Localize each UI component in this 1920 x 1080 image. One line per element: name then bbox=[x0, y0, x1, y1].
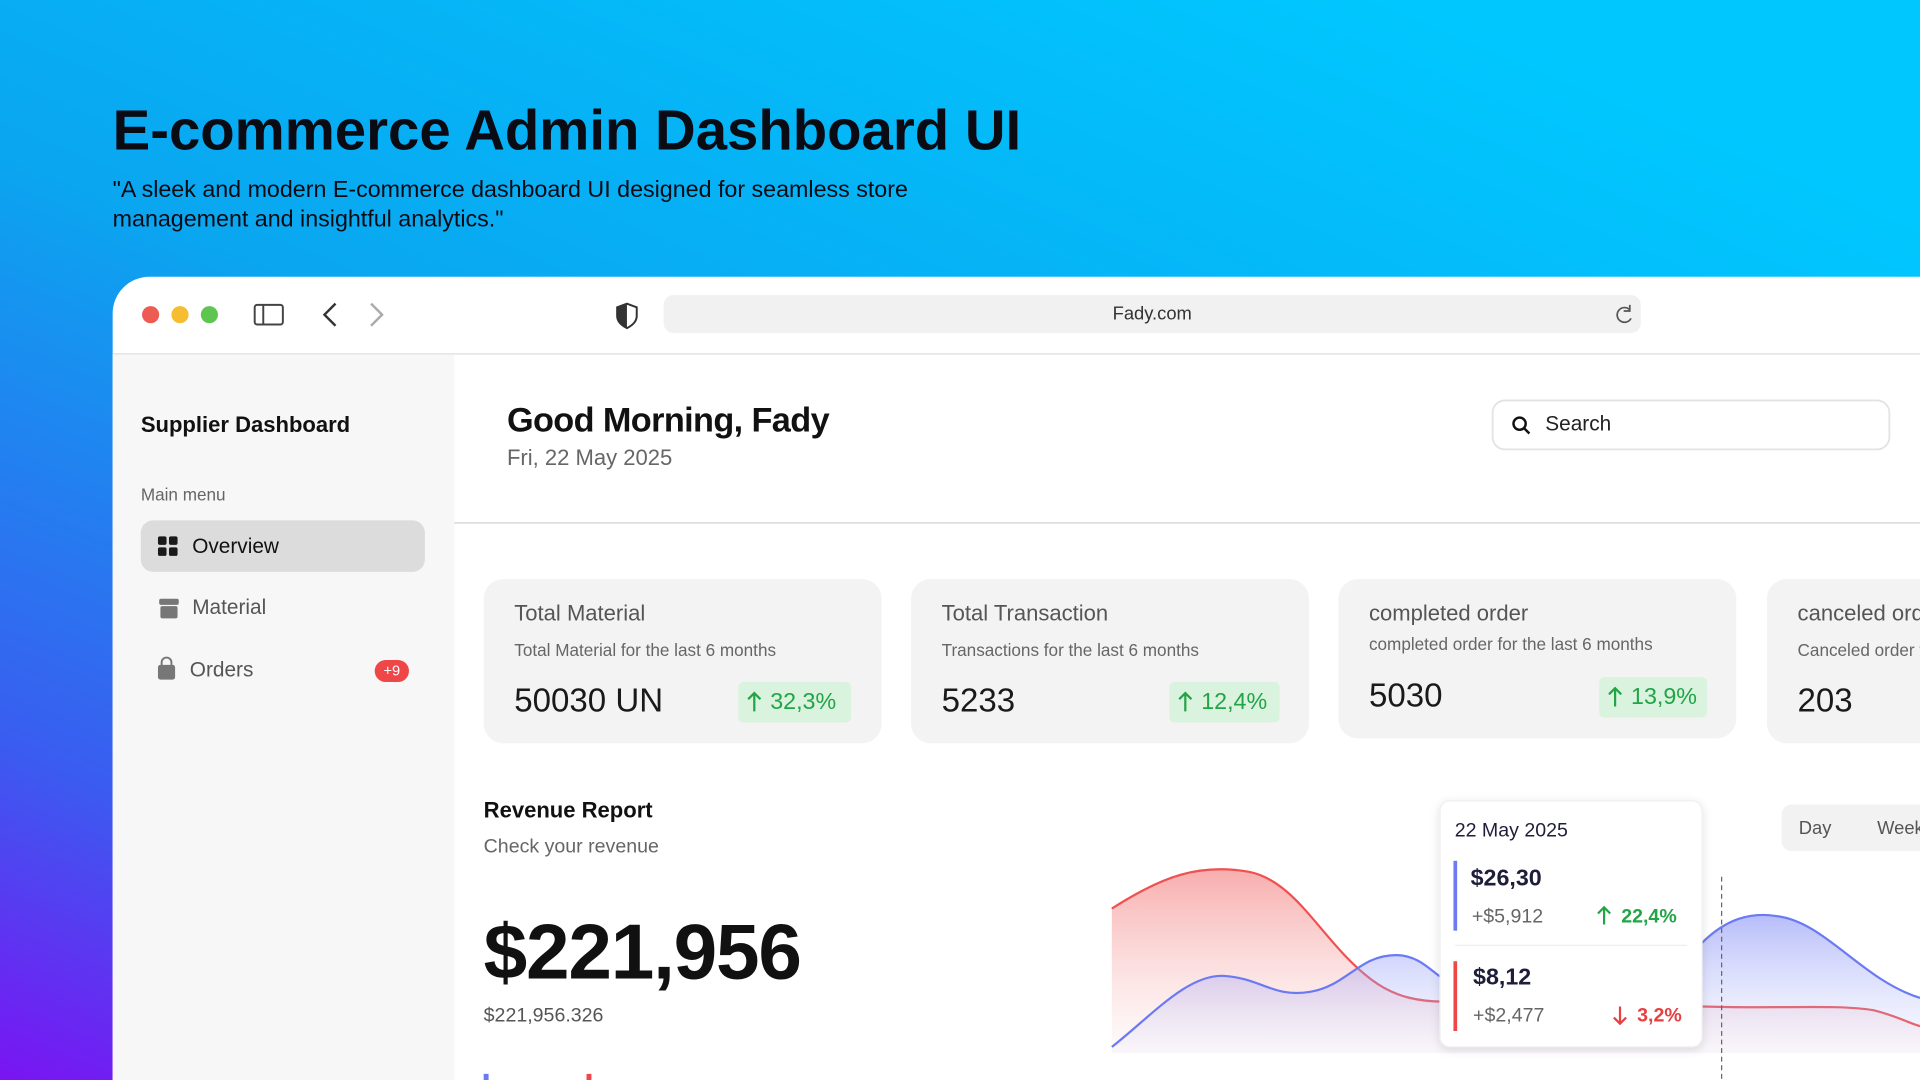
revenue-total: $221,956 bbox=[484, 907, 801, 995]
up-arrow bbox=[1597, 905, 1611, 925]
stat-cards: Total Material Total Material for the las… bbox=[483, 579, 1920, 744]
revenue-subtitle: Check your revenue bbox=[484, 836, 659, 858]
page-subtitle: management and insightful analytics." bbox=[113, 206, 504, 232]
menu-item-label[interactable]: Overview bbox=[192, 535, 280, 558]
menu-item-label[interactable]: Orders bbox=[190, 659, 254, 682]
down-arrow bbox=[1613, 1006, 1627, 1026]
card-value: 5030 bbox=[1369, 678, 1443, 715]
card-subtitle: Total Material for the last 6 months bbox=[514, 640, 776, 660]
card-subtitle: Canceled order for the last 6 months bbox=[1798, 640, 1920, 660]
card-value: 203 bbox=[1798, 683, 1853, 720]
search-icon bbox=[1512, 416, 1531, 435]
tooltip-value: $26,30 bbox=[1471, 864, 1542, 890]
greeting: Good Morning, Fady bbox=[507, 402, 830, 440]
blue-line bbox=[1111, 913, 1920, 1048]
minimize-button[interactable] bbox=[171, 306, 189, 324]
orders-badge bbox=[374, 660, 409, 683]
maximize-button[interactable] bbox=[200, 306, 218, 324]
menu-item-label[interactable]: Material bbox=[192, 596, 266, 619]
orders-badge-text: +9 bbox=[383, 664, 400, 680]
material-icon bbox=[159, 598, 179, 619]
tooltip-change: 3,2% bbox=[1637, 1004, 1682, 1026]
close-button[interactable] bbox=[142, 306, 160, 324]
overview-icon bbox=[157, 536, 178, 556]
menu-section: Main menu bbox=[141, 484, 226, 504]
sidebar-title: Supplier Dashboard bbox=[141, 412, 350, 437]
card-subtitle: Transactions for the last 6 months bbox=[942, 640, 1199, 660]
change-text: 32,3% bbox=[770, 688, 836, 714]
url-text: Fady.com bbox=[1113, 303, 1192, 324]
tooltip-date: 22 May 2025 bbox=[1455, 820, 1568, 842]
stat-card[interactable] bbox=[1766, 579, 1920, 744]
shield-icon bbox=[616, 302, 638, 330]
period-tab[interactable]: Week bbox=[1877, 817, 1920, 838]
change-text: 13,9% bbox=[1631, 683, 1697, 709]
sidebar-toggle[interactable] bbox=[253, 303, 284, 326]
url-bar[interactable] bbox=[663, 295, 1641, 334]
revenue-title: Revenue Report bbox=[484, 798, 654, 823]
tooltip-value: $8,12 bbox=[1473, 964, 1531, 990]
card-subtitle: completed order for the last 6 months bbox=[1369, 634, 1653, 654]
page-subtitle: "A sleek and modern E-commerce dashboard… bbox=[113, 176, 908, 202]
tooltip bbox=[1439, 800, 1703, 1048]
page-title: E-commerce Admin Dashboard UI bbox=[113, 99, 1022, 162]
change-badge bbox=[738, 682, 852, 723]
change-badge bbox=[1169, 682, 1280, 723]
card-title: canceled order bbox=[1798, 601, 1920, 626]
legend-marker bbox=[586, 1073, 592, 1080]
date: Fri, 22 May 2025 bbox=[507, 445, 672, 470]
change-text: 12,4% bbox=[1201, 688, 1267, 714]
legend-marker bbox=[483, 1073, 489, 1080]
tooltip-marker bbox=[1453, 860, 1458, 931]
menu-item-active[interactable] bbox=[140, 520, 425, 572]
period-tabs bbox=[1781, 804, 1920, 852]
tooltip-change: 22,4% bbox=[1621, 905, 1677, 927]
tooltip-delta: +$5,912 bbox=[1472, 905, 1543, 927]
up-arrow bbox=[1178, 691, 1193, 712]
forward-button[interactable] bbox=[370, 302, 384, 327]
up-arrow bbox=[1608, 686, 1623, 707]
up-arrow bbox=[747, 691, 762, 712]
card-title: completed order bbox=[1369, 601, 1528, 626]
period-tab[interactable]: Day bbox=[1799, 817, 1832, 838]
revenue-exact: $221,956.326 bbox=[484, 1004, 604, 1026]
sidebar bbox=[112, 355, 455, 1080]
reload-button[interactable] bbox=[1616, 304, 1632, 324]
search-placeholder: Search bbox=[1545, 412, 1611, 435]
tooltip-delta: +$2,477 bbox=[1473, 1004, 1544, 1026]
back-button[interactable] bbox=[322, 302, 337, 327]
tooltip-marker bbox=[1453, 961, 1458, 1032]
card-title: Total Material bbox=[514, 601, 645, 626]
change-badge bbox=[1599, 677, 1707, 718]
orders-icon bbox=[157, 656, 176, 680]
search-box[interactable] bbox=[1491, 399, 1891, 451]
card-value: 50030 UN bbox=[514, 683, 663, 720]
card-value: 5233 bbox=[942, 683, 1016, 720]
card-title: Total Transaction bbox=[942, 601, 1109, 626]
